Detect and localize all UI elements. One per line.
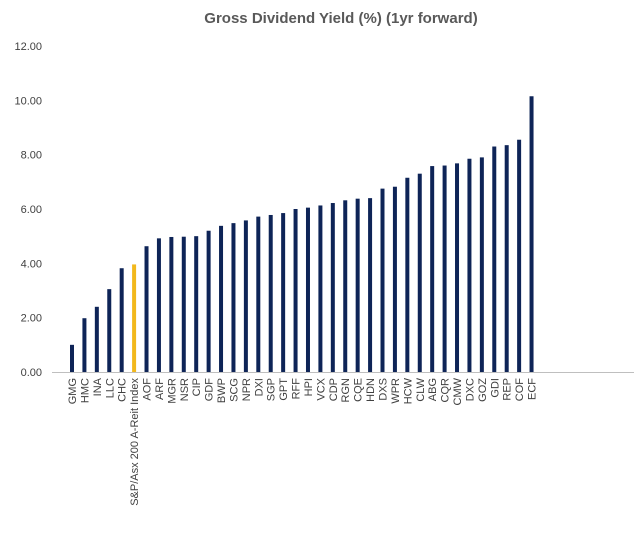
x-tick-label: S&P/Asx 200 A-Reit Index bbox=[129, 378, 141, 506]
bar bbox=[305, 207, 310, 372]
y-tick-label: 12.00 bbox=[14, 41, 42, 53]
bar bbox=[517, 139, 522, 372]
bar bbox=[405, 177, 410, 372]
x-tick-label: RFF bbox=[291, 378, 303, 400]
bar bbox=[107, 289, 112, 372]
bar bbox=[479, 157, 484, 372]
bar bbox=[417, 173, 422, 372]
x-tick-label: ECF bbox=[527, 378, 539, 400]
x-tick-label: GPT bbox=[278, 378, 290, 401]
y-axis-ticks: 0.00 2.00 4.00 6.00 8.00 10.00 12.00 bbox=[14, 41, 42, 379]
x-tick-label: AOF bbox=[142, 378, 154, 401]
bar bbox=[529, 96, 534, 372]
x-tick-label: RGN bbox=[340, 378, 352, 403]
y-tick-label: 10.00 bbox=[14, 95, 42, 107]
bar bbox=[206, 230, 211, 372]
bar bbox=[70, 344, 74, 372]
bar bbox=[181, 236, 186, 372]
y-tick-label: 0.00 bbox=[21, 367, 42, 379]
x-tick-label: ARF bbox=[154, 378, 166, 400]
x-tick-label: HCW bbox=[402, 377, 414, 404]
x-tick-label: HMC bbox=[79, 378, 91, 403]
bar bbox=[392, 186, 397, 372]
bar bbox=[231, 223, 236, 372]
x-tick-label: MGR bbox=[166, 378, 178, 404]
x-axis-ticks: GMG HMC INA LLC CHC S&P/Asx 200 A-Reit Index A… bbox=[67, 377, 539, 505]
x-tick-label: CQE bbox=[353, 378, 365, 402]
bar bbox=[455, 163, 460, 372]
bar bbox=[430, 166, 435, 372]
y-tick-label: 8.00 bbox=[21, 150, 42, 162]
x-tick-label: HPI bbox=[303, 378, 315, 396]
bar bbox=[492, 146, 497, 372]
x-tick-label: WPR bbox=[390, 378, 402, 404]
x-tick-label: CMW bbox=[452, 377, 464, 405]
x-tick-label: DXC bbox=[464, 378, 476, 401]
x-tick-label: COF bbox=[514, 378, 526, 402]
bar bbox=[243, 220, 248, 372]
bar bbox=[156, 238, 161, 372]
x-tick-label: CQR bbox=[440, 378, 452, 403]
bar bbox=[82, 318, 87, 372]
x-tick-label: NSR bbox=[179, 378, 191, 401]
chart-title: Gross Dividend Yield (%) (1yr forward) bbox=[204, 10, 477, 27]
x-tick-label: GDF bbox=[204, 378, 216, 402]
x-tick-label: CHC bbox=[117, 378, 129, 402]
y-tick-label: 2.00 bbox=[21, 313, 42, 325]
x-tick-label: VCX bbox=[315, 377, 327, 400]
bar bbox=[268, 214, 273, 372]
bar bbox=[256, 216, 261, 372]
bar bbox=[467, 158, 472, 372]
bar bbox=[504, 145, 509, 372]
x-tick-label: HDN bbox=[365, 378, 377, 402]
bar bbox=[318, 205, 323, 372]
bar bbox=[343, 200, 348, 372]
x-tick-label: DXS bbox=[378, 378, 390, 401]
x-tick-label: CLW bbox=[415, 377, 427, 401]
x-tick-label: CIP bbox=[191, 378, 203, 396]
x-tick-label: SGP bbox=[266, 378, 278, 401]
bar bbox=[219, 225, 224, 372]
bar bbox=[380, 188, 385, 372]
x-tick-label: BWP bbox=[216, 378, 228, 403]
bar bbox=[194, 236, 199, 372]
bar bbox=[442, 165, 447, 372]
x-tick-label: GMG bbox=[67, 378, 79, 404]
bar bbox=[355, 198, 360, 372]
bar bbox=[368, 198, 373, 372]
x-tick-label: INA bbox=[92, 377, 104, 396]
y-tick-label: 6.00 bbox=[21, 204, 42, 216]
x-tick-label: GOZ bbox=[477, 378, 489, 402]
bar bbox=[144, 246, 149, 372]
bar bbox=[132, 264, 137, 372]
y-tick-label: 4.00 bbox=[21, 258, 42, 270]
bar bbox=[281, 213, 286, 372]
x-tick-label: LLC bbox=[104, 378, 116, 398]
bars bbox=[70, 96, 534, 372]
x-tick-label: CDP bbox=[328, 378, 340, 401]
x-tick-label: GDI bbox=[489, 378, 501, 398]
x-tick-label: NPR bbox=[241, 378, 253, 401]
bar bbox=[293, 209, 298, 372]
x-tick-label: ABG bbox=[427, 378, 439, 401]
bar bbox=[119, 268, 124, 372]
x-tick-label: SCG bbox=[228, 378, 240, 402]
bar bbox=[94, 306, 99, 372]
x-tick-label: DXI bbox=[253, 378, 265, 396]
bar bbox=[330, 203, 335, 372]
x-tick-label: REP bbox=[502, 378, 514, 401]
bar bbox=[169, 236, 174, 372]
